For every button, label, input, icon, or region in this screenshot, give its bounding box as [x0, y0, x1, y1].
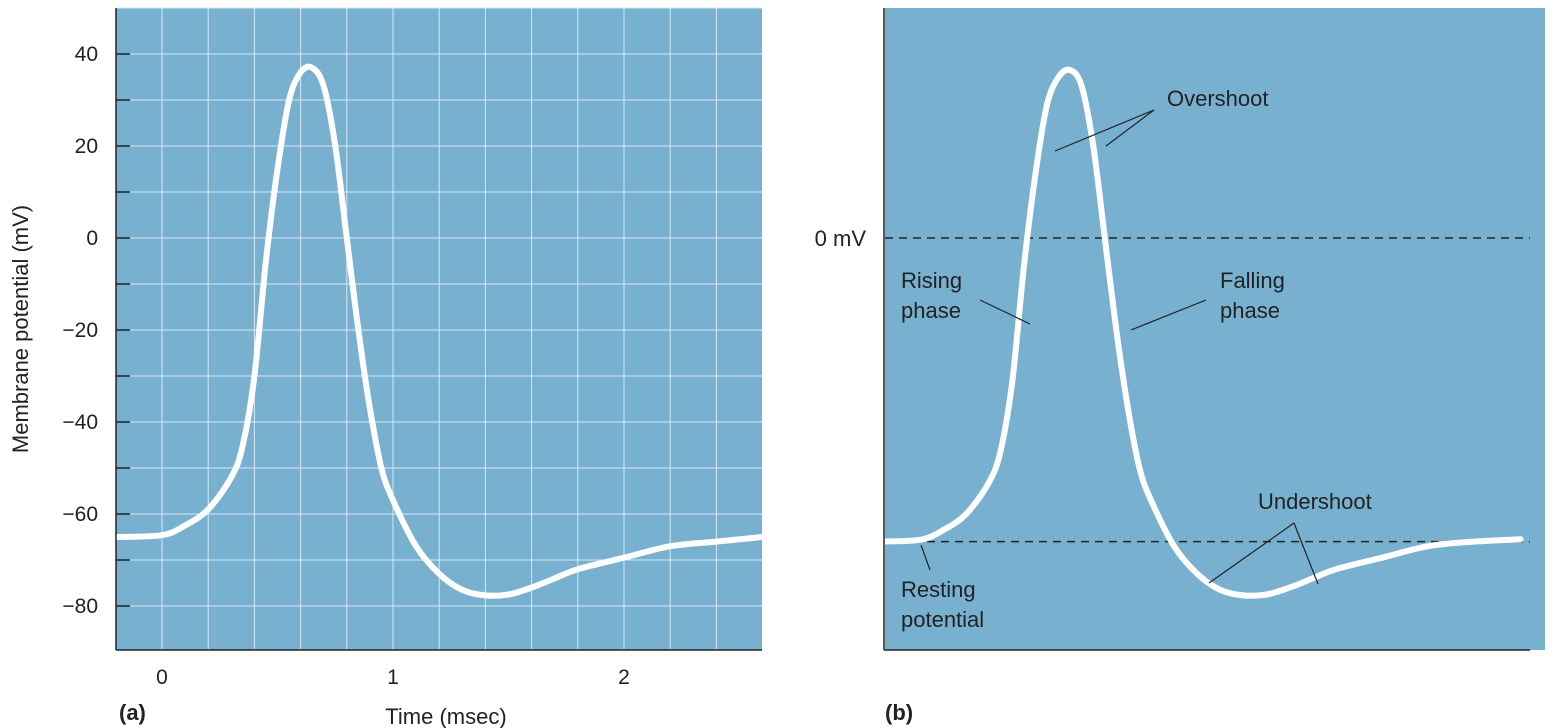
annotation-leader-line — [1208, 522, 1295, 584]
y-tick-label: −60 — [62, 503, 98, 526]
x-tick-label: 0 — [156, 666, 168, 689]
panel-b-action-potential-trace — [870, 66, 1524, 599]
y-axis-title: Membrane potential (mV) — [8, 205, 33, 453]
annotation-leader-line — [1105, 109, 1155, 147]
falling-phase-label-line1: Falling — [1220, 268, 1285, 293]
panel-a-label: (a) — [119, 700, 146, 725]
x-tick-label: 2 — [618, 666, 630, 689]
y-tick-label: −80 — [62, 595, 98, 618]
annotation-leader-line — [1054, 109, 1155, 152]
annotation-leader-lines — [920, 109, 1319, 585]
annotation-leader-line — [1130, 299, 1207, 331]
rising-phase-label-line2: phase — [901, 298, 961, 323]
panel-a-grid — [116, 7, 762, 650]
y-tick-label: 20 — [75, 135, 98, 158]
overshoot-label: Overshoot — [1167, 86, 1269, 111]
annotation-leader-line — [920, 544, 931, 571]
panel-b-chart: 0 mV Overshoot Rising phase Falling phas… — [815, 8, 1545, 725]
panel-a-action-potential-trace — [112, 63, 766, 599]
falling-phase-label-line2: phase — [1220, 298, 1280, 323]
x-tick-label: 1 — [387, 666, 399, 689]
y-tick-label: −40 — [62, 411, 98, 434]
resting-potential-label-line2: potential — [901, 607, 984, 632]
panel-b-label: (b) — [885, 700, 913, 725]
panel-a-ticks: −80 −60 −40 −20 0 20 40 0 1 2 — [62, 43, 629, 689]
panel-a-chart: −80 −60 −40 −20 0 20 40 0 1 2 Membrane potential … — [8, 7, 766, 728]
x-axis-title: Time (msec) — [385, 704, 506, 728]
annotation-leader-line — [1293, 522, 1319, 585]
y-tick-label: 40 — [75, 43, 98, 66]
annotation-leader-line — [979, 299, 1031, 325]
zero-mv-label: 0 mV — [815, 226, 867, 251]
resting-potential-label-line1: Resting — [901, 577, 976, 602]
y-tick-label: −20 — [62, 319, 98, 342]
rising-phase-label-line1: Rising — [901, 268, 962, 293]
y-tick-label: 0 — [86, 227, 98, 250]
undershoot-label: Undershoot — [1258, 489, 1372, 514]
